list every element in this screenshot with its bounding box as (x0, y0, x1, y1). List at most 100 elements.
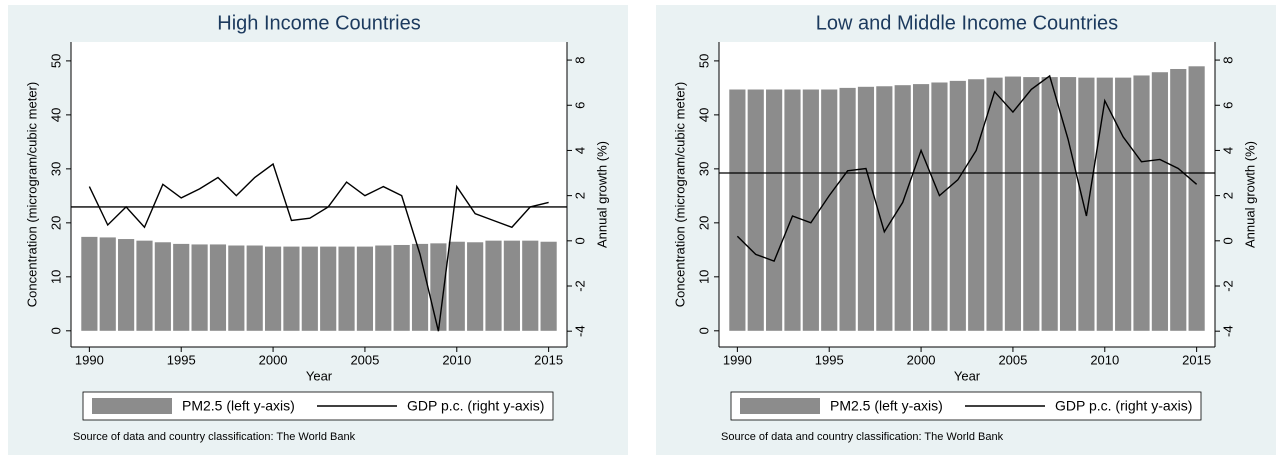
bar (81, 236, 98, 331)
bar (839, 87, 856, 331)
bar (1096, 77, 1113, 331)
bar (894, 85, 911, 331)
y-axis-title: Concentration (microgram/cubic meter) (24, 82, 39, 307)
y2-tick-label: -2 (1220, 280, 1235, 292)
bar (283, 246, 300, 331)
bar (448, 241, 465, 331)
bar (522, 240, 539, 331)
x-tick-label: 2015 (534, 352, 563, 367)
legend-swatch (92, 398, 172, 414)
y-tick-label: 30 (48, 162, 63, 176)
y2-tick-label: -4 (572, 325, 587, 337)
y2-tick-label: 0 (1220, 237, 1235, 244)
chart-title: High Income Countries (217, 12, 420, 34)
bar (1004, 76, 1022, 331)
x-tick-label: 2000 (259, 352, 288, 367)
x-tick-label: 2005 (998, 352, 1027, 367)
bar (1115, 77, 1132, 331)
line-series (736, 74, 1198, 263)
y-tick-label: 20 (696, 216, 711, 230)
x-tick-label: 1995 (167, 352, 196, 367)
legend-label: PM2.5 (left y-axis) (182, 398, 295, 414)
y2-tick-label: -4 (1220, 325, 1235, 337)
y2-tick-label: 2 (1220, 192, 1235, 199)
bar (154, 242, 171, 331)
bar (912, 84, 930, 331)
y-tick-label: 50 (696, 54, 711, 68)
bar (411, 243, 429, 331)
bar (857, 86, 875, 331)
chart-title: Low and Middle Income Countries (816, 12, 1118, 34)
bar (228, 245, 245, 331)
bar (191, 244, 208, 331)
y2-tick-label: 8 (572, 56, 587, 63)
bar (968, 79, 985, 331)
x-tick-label: 1990 (723, 352, 752, 367)
bar (264, 246, 282, 331)
plot-area (71, 42, 567, 347)
y-tick-label: 40 (696, 108, 711, 122)
x-tick-label: 2010 (1090, 352, 1119, 367)
legend-label: GDP p.c. (right y-axis) (407, 398, 544, 414)
y2-axis-title: Annual growth (%) (1242, 141, 1257, 248)
bar (503, 240, 520, 331)
bar (136, 240, 153, 331)
y-tick-label: 50 (48, 54, 63, 68)
y2-axis-title: Annual growth (%) (594, 141, 609, 248)
y2-tick-label: -2 (572, 280, 587, 292)
bar (729, 89, 746, 331)
bar (876, 86, 893, 331)
y2-tick-label: 6 (572, 102, 587, 109)
bar (246, 245, 263, 331)
line-series (88, 162, 549, 332)
bar (118, 239, 135, 331)
bar (301, 246, 318, 331)
legend-label: PM2.5 (left y-axis) (830, 398, 943, 414)
bar (949, 80, 966, 331)
y-tick-label: 10 (48, 270, 63, 284)
x-tick-label: 1995 (815, 352, 844, 367)
legend-swatch (740, 398, 820, 414)
source-note: Source of data and country classificatio… (73, 431, 356, 443)
legend-label: GDP p.c. (right y-axis) (1055, 398, 1192, 414)
x-axis-title: Year (954, 368, 981, 383)
y-tick-label: 0 (48, 327, 63, 334)
bar (393, 244, 410, 331)
bar (931, 82, 948, 331)
bar (766, 89, 783, 331)
bar (821, 89, 838, 331)
bar (430, 243, 447, 331)
panel: High Income Countries 0 10 20 30 40 50 -4 -2 0 2 4 6… (8, 5, 628, 455)
y-tick-label: 0 (696, 327, 711, 334)
bar (784, 89, 801, 331)
bar (1041, 77, 1058, 331)
y2-tick-label: 4 (572, 147, 587, 154)
bar (1023, 77, 1040, 331)
x-tick-label: 2010 (442, 352, 471, 367)
bar (540, 241, 557, 331)
y-tick-label: 20 (48, 216, 63, 230)
plot-area (719, 42, 1215, 347)
bar (485, 240, 502, 331)
y-tick-label: 40 (48, 108, 63, 122)
y-tick-label: 10 (696, 270, 711, 284)
bar (986, 77, 1003, 331)
y2-tick-label: 0 (572, 237, 587, 244)
bar (1188, 66, 1205, 331)
bar (320, 246, 337, 331)
bar (356, 246, 374, 331)
y-axis-title: Concentration (microgram/cubic meter) (672, 82, 687, 307)
x-tick-label: 2000 (907, 352, 936, 367)
y2-tick-label: 4 (1220, 147, 1235, 154)
bar (1078, 77, 1095, 331)
y2-tick-label: 8 (1220, 56, 1235, 63)
x-tick-label: 1990 (75, 352, 104, 367)
bar (173, 243, 190, 331)
x-axis-title: Year (306, 368, 333, 383)
panel: Low and Middle Income Countries010203040… (656, 5, 1276, 455)
x-tick-label: 2015 (1182, 352, 1211, 367)
bar (1170, 68, 1187, 331)
source-note: Source of data and country classificatio… (721, 431, 1004, 443)
x-tick-label: 2005 (350, 352, 379, 367)
